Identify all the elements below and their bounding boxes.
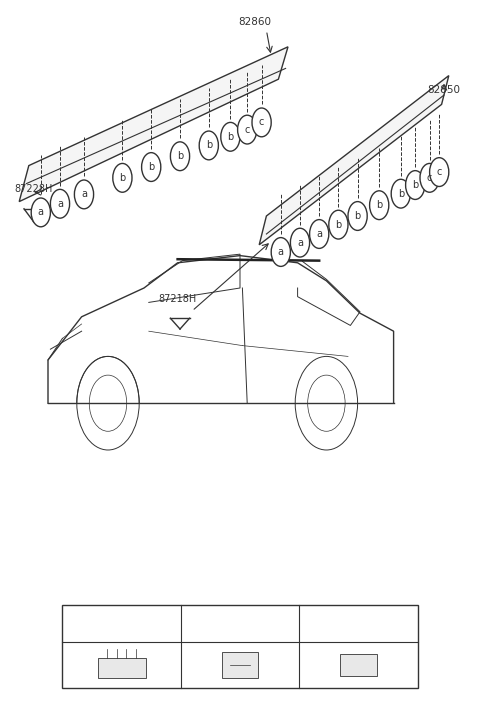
Circle shape xyxy=(406,171,425,199)
Circle shape xyxy=(430,158,449,186)
Text: b: b xyxy=(412,180,419,190)
Text: c: c xyxy=(436,167,442,177)
Text: a: a xyxy=(57,199,63,209)
Circle shape xyxy=(50,189,70,218)
FancyBboxPatch shape xyxy=(222,652,258,678)
Circle shape xyxy=(310,220,329,248)
Circle shape xyxy=(238,115,257,144)
Circle shape xyxy=(74,180,94,209)
Polygon shape xyxy=(19,47,288,202)
Circle shape xyxy=(221,122,240,151)
FancyBboxPatch shape xyxy=(340,654,377,676)
Text: b: b xyxy=(376,200,383,210)
Text: c: c xyxy=(308,618,314,629)
Text: c: c xyxy=(259,117,264,127)
Circle shape xyxy=(31,198,50,227)
Text: c: c xyxy=(427,173,432,183)
Circle shape xyxy=(391,179,410,208)
Text: a: a xyxy=(278,247,284,257)
Text: b: b xyxy=(205,140,212,150)
Text: 82850: 82850 xyxy=(427,85,460,95)
Circle shape xyxy=(329,210,348,239)
Text: b: b xyxy=(354,211,361,221)
Text: 86725B
86725C: 86725B 86725C xyxy=(223,613,257,634)
Circle shape xyxy=(252,108,271,137)
Text: b: b xyxy=(190,618,196,629)
Circle shape xyxy=(420,163,439,192)
Circle shape xyxy=(113,163,132,192)
Text: b: b xyxy=(119,173,126,183)
Polygon shape xyxy=(259,76,449,245)
Text: a: a xyxy=(38,207,44,217)
Circle shape xyxy=(199,131,218,160)
Text: b: b xyxy=(335,220,342,230)
Text: 86143C: 86143C xyxy=(90,618,127,629)
Text: 87228H: 87228H xyxy=(14,184,53,194)
Text: b: b xyxy=(148,162,155,172)
Circle shape xyxy=(370,191,389,220)
Circle shape xyxy=(66,611,83,636)
FancyBboxPatch shape xyxy=(62,605,418,688)
Text: 82860: 82860 xyxy=(238,17,271,27)
Text: a: a xyxy=(81,189,87,199)
Circle shape xyxy=(271,238,290,266)
Text: a: a xyxy=(297,238,303,248)
Text: 87218H: 87218H xyxy=(158,294,197,304)
Text: b: b xyxy=(227,132,234,142)
FancyBboxPatch shape xyxy=(97,658,145,678)
Circle shape xyxy=(302,611,320,636)
Text: 87219B
87229B: 87219B 87229B xyxy=(341,613,376,634)
Text: b: b xyxy=(397,189,404,199)
Circle shape xyxy=(348,202,367,230)
Circle shape xyxy=(170,142,190,171)
Text: c: c xyxy=(244,125,250,135)
Text: a: a xyxy=(316,229,322,239)
Circle shape xyxy=(290,228,310,257)
Text: b: b xyxy=(177,151,183,161)
Circle shape xyxy=(184,611,202,636)
Circle shape xyxy=(142,153,161,181)
Text: a: a xyxy=(71,618,78,629)
